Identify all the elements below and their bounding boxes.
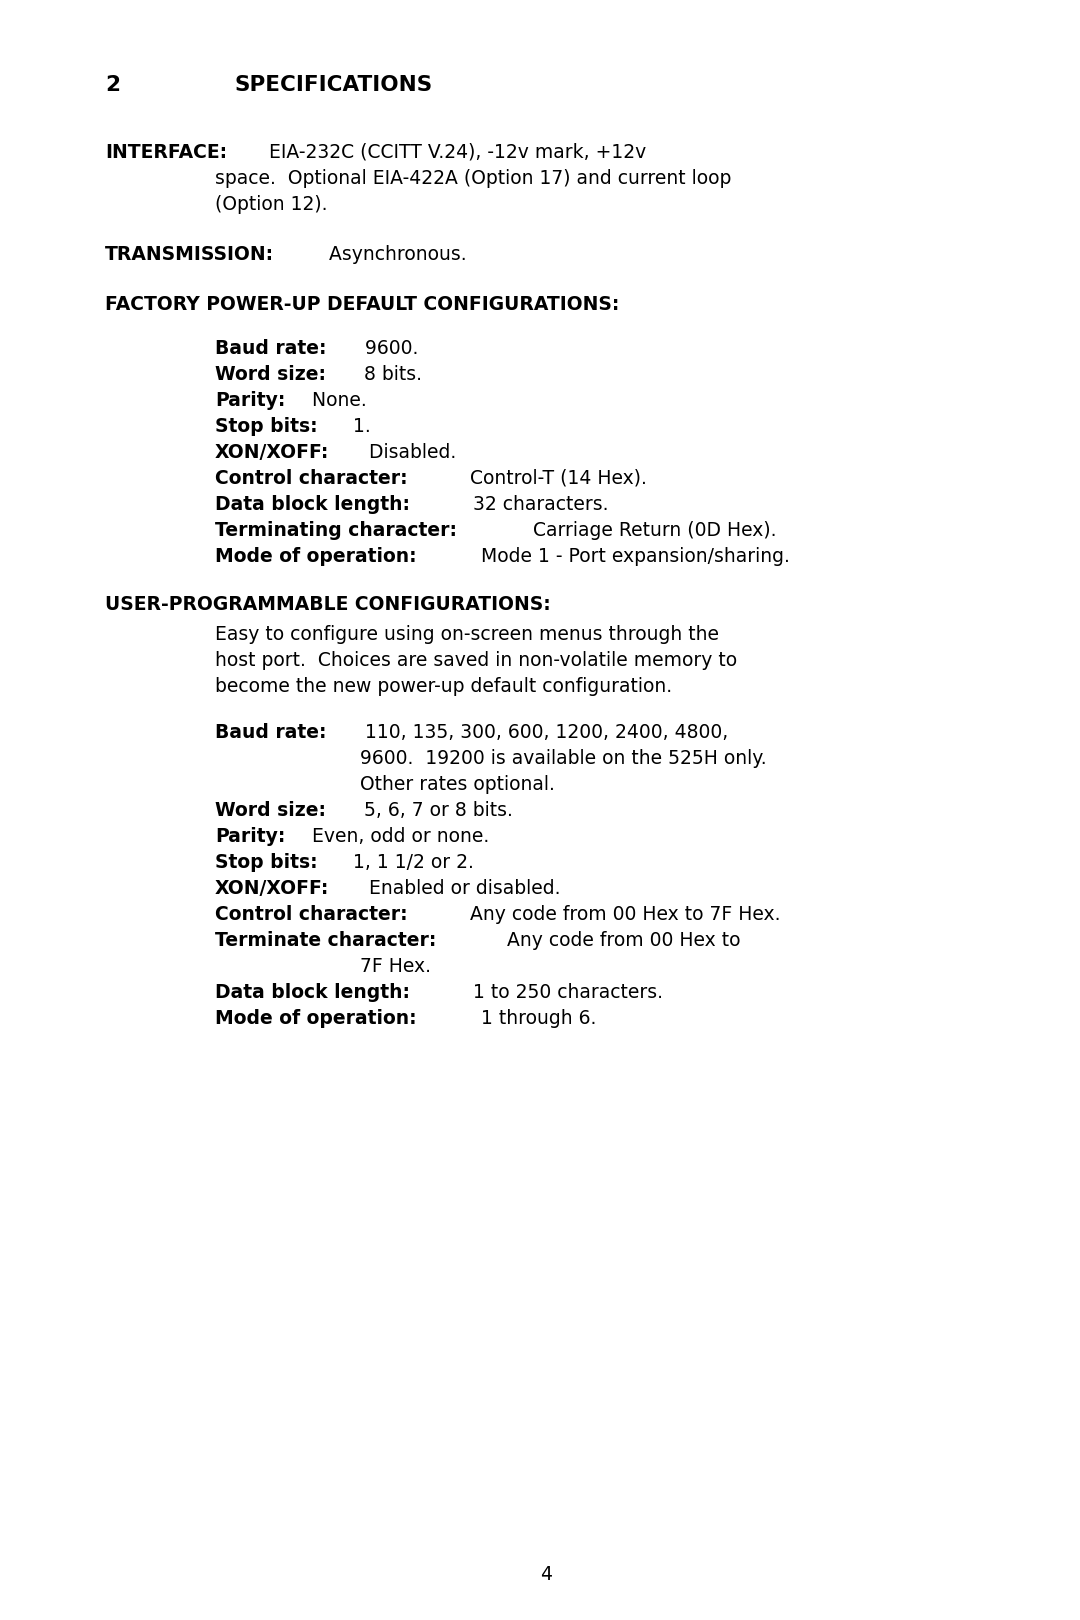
Text: Disabled.: Disabled. bbox=[363, 442, 456, 462]
Text: Any code from 00 Hex to 7F Hex.: Any code from 00 Hex to 7F Hex. bbox=[463, 906, 780, 923]
Text: 32 characters.: 32 characters. bbox=[467, 496, 608, 514]
Text: Stop bits:: Stop bits: bbox=[215, 416, 318, 436]
Text: 9600.: 9600. bbox=[359, 339, 418, 358]
Text: host port.  Choices are saved in non-volatile memory to: host port. Choices are saved in non-vola… bbox=[215, 651, 738, 671]
Text: Control-T (14 Hex).: Control-T (14 Hex). bbox=[463, 470, 647, 488]
Text: Carriage Return (0D Hex).: Carriage Return (0D Hex). bbox=[527, 522, 777, 539]
Text: 9600.  19200 is available on the 525H only.: 9600. 19200 is available on the 525H onl… bbox=[360, 748, 767, 768]
Text: TRANSMISSION:: TRANSMISSION: bbox=[105, 245, 274, 264]
Text: Even, odd or none.: Even, odd or none. bbox=[306, 826, 489, 846]
Text: 4: 4 bbox=[540, 1565, 552, 1584]
Text: Baud rate:: Baud rate: bbox=[215, 723, 326, 742]
Text: become the new power-up default configuration.: become the new power-up default configur… bbox=[215, 677, 672, 697]
Text: Other rates optional.: Other rates optional. bbox=[360, 774, 555, 794]
Text: 110, 135, 300, 600, 1200, 2400, 4800,: 110, 135, 300, 600, 1200, 2400, 4800, bbox=[359, 723, 728, 742]
Text: Terminate character:: Terminate character: bbox=[215, 931, 436, 949]
Text: Any code from 00 Hex to: Any code from 00 Hex to bbox=[501, 931, 740, 949]
Text: Baud rate:: Baud rate: bbox=[215, 339, 326, 358]
Text: XON/XOFF:: XON/XOFF: bbox=[215, 880, 329, 897]
Text: Terminating character:: Terminating character: bbox=[215, 522, 457, 539]
Text: 5, 6, 7 or 8 bits.: 5, 6, 7 or 8 bits. bbox=[359, 800, 513, 820]
Text: 7F Hex.: 7F Hex. bbox=[360, 957, 431, 975]
Text: EIA-232C (CCITT V.24), -12v mark, +12v: EIA-232C (CCITT V.24), -12v mark, +12v bbox=[262, 143, 646, 162]
Text: Control character:: Control character: bbox=[215, 470, 407, 488]
Text: Data block length:: Data block length: bbox=[215, 496, 410, 514]
Text: space.  Optional EIA-422A (Option 17) and current loop: space. Optional EIA-422A (Option 17) and… bbox=[215, 168, 731, 188]
Text: 1 to 250 characters.: 1 to 250 characters. bbox=[467, 983, 663, 1003]
Text: INTERFACE:: INTERFACE: bbox=[105, 143, 227, 162]
Text: Enabled or disabled.: Enabled or disabled. bbox=[363, 880, 561, 897]
Text: Easy to configure using on-screen menus through the: Easy to configure using on-screen menus … bbox=[215, 625, 719, 645]
Text: None.: None. bbox=[306, 390, 366, 410]
Text: Word size:: Word size: bbox=[215, 800, 326, 820]
Text: FACTORY POWER-UP DEFAULT CONFIGURATIONS:: FACTORY POWER-UP DEFAULT CONFIGURATIONS: bbox=[105, 295, 619, 314]
Text: (Option 12).: (Option 12). bbox=[215, 194, 327, 214]
Text: Asynchronous.: Asynchronous. bbox=[323, 245, 467, 264]
Text: 2: 2 bbox=[105, 75, 120, 96]
Text: Data block length:: Data block length: bbox=[215, 983, 410, 1003]
Text: USER-PROGRAMMABLE CONFIGURATIONS:: USER-PROGRAMMABLE CONFIGURATIONS: bbox=[105, 595, 551, 614]
Text: 1 through 6.: 1 through 6. bbox=[475, 1009, 596, 1029]
Text: Mode of operation:: Mode of operation: bbox=[215, 548, 417, 565]
Text: Parity:: Parity: bbox=[215, 390, 285, 410]
Text: 8 bits.: 8 bits. bbox=[359, 364, 422, 384]
Text: Word size:: Word size: bbox=[215, 364, 326, 384]
Text: Mode of operation:: Mode of operation: bbox=[215, 1009, 417, 1029]
Text: Stop bits:: Stop bits: bbox=[215, 854, 318, 872]
Text: Mode 1 - Port expansion/sharing.: Mode 1 - Port expansion/sharing. bbox=[475, 548, 791, 565]
Text: SPECIFICATIONS: SPECIFICATIONS bbox=[235, 75, 433, 96]
Text: Parity:: Parity: bbox=[215, 826, 285, 846]
Text: 1, 1 1/2 or 2.: 1, 1 1/2 or 2. bbox=[348, 854, 474, 872]
Text: 1.: 1. bbox=[348, 416, 372, 436]
Text: XON/XOFF:: XON/XOFF: bbox=[215, 442, 329, 462]
Text: Control character:: Control character: bbox=[215, 906, 407, 923]
